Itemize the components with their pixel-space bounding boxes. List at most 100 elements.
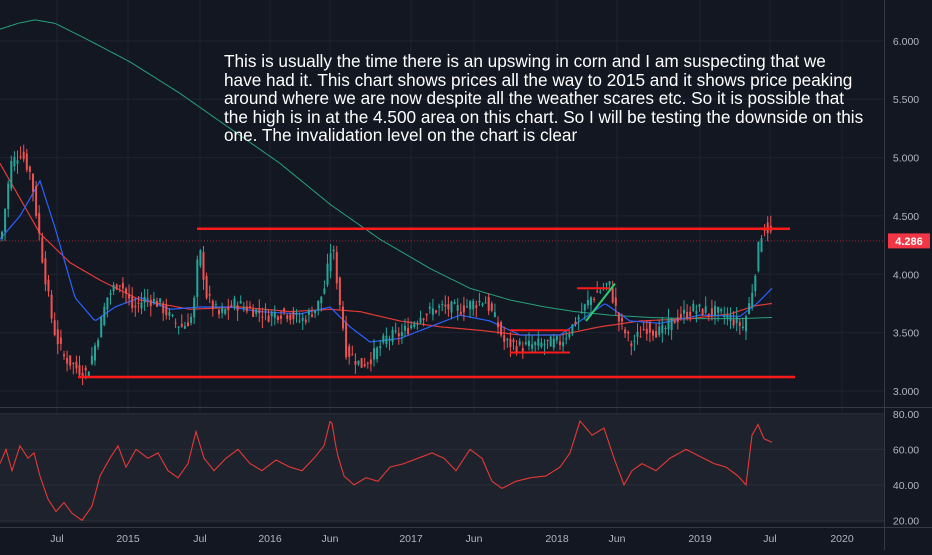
last-price-tag: 4.286 [888,233,930,249]
time-tick-label: 2015 [116,533,140,545]
candle-down-body [41,237,44,263]
candle-up-body [416,323,419,325]
candle-up-body [199,250,202,266]
candle-down-body [249,306,251,308]
candle-up-body [670,317,673,331]
candle-up-body [552,338,555,348]
candle-down-body [56,329,59,345]
candle-up-body [270,312,273,317]
candle-down-body [546,339,549,341]
candle-up-body [466,306,468,308]
candle-up-body [456,305,459,311]
candle-up-body [233,298,236,308]
candle-down-body [63,354,65,357]
candle-down-body [521,348,524,352]
candle-down-body [559,341,561,346]
candle-up-body [633,340,636,342]
candle-down-body [335,251,338,284]
candle-down-body [81,372,84,378]
candle-up-body [524,342,527,345]
candle-up-body [441,304,444,306]
candle-down-body [490,303,493,311]
drawn-trendlines[interactable] [510,283,616,354]
candle-up-body [506,338,509,341]
price-tick-label: 4.000 [893,269,919,281]
candle-down-body [252,309,255,317]
candle-down-body [348,346,351,358]
candle-down-body [459,311,462,315]
candle-down-body [360,358,363,368]
candle-down-body [407,328,410,335]
candle-up-body [106,297,109,310]
candle-up-body [698,304,701,307]
candle-down-body [689,311,692,316]
candle-down-body [59,337,62,344]
candle-up-body [720,309,723,312]
candle-up-body [16,160,19,164]
candle-down-body [701,309,704,316]
candle-up-body [221,308,224,313]
candle-up-body [140,302,143,309]
candle-down-body [165,304,168,316]
candle-down-body [72,362,75,365]
candle-down-body [205,276,208,299]
candle-down-body [304,319,307,323]
candle-down-body [32,173,34,192]
last-price-tag-value: 4.286 [895,236,923,248]
candle-up-body [193,297,196,318]
candle-down-body [509,338,512,347]
candle-down-body [69,355,72,366]
candle-up-body [329,253,332,272]
candle-up-body [264,309,267,311]
candle-down-body [624,329,627,334]
time-tick-label: Jul [50,533,63,545]
candle-down-body [444,304,447,307]
candle-down-body [115,284,118,290]
price-tick-label: 3.000 [893,386,919,398]
candle-up-body [413,323,416,327]
candle-down-body [648,322,651,333]
candle-down-body [211,300,214,310]
time-tick-label: 2020 [830,533,854,545]
candle-up-body [555,336,558,341]
candle-down-body [180,323,183,327]
time-tick-label: Jul [193,533,206,545]
horizontal-levels[interactable] [0,227,884,379]
candle-up-body [314,310,317,314]
candle-up-body [599,291,602,293]
candle-up-body [537,338,540,346]
candle-down-body [738,322,741,326]
candle-down-body [187,322,189,327]
candle-down-body [208,293,211,296]
time-tick-label: Jul [763,533,776,545]
oscillator-grid [0,413,884,521]
candle-up-body [431,308,434,315]
candle-up-body [683,309,685,314]
candle-up-body [376,347,379,360]
candle-down-body [611,288,614,303]
candle-down-body [149,299,152,307]
candle-up-body [1,231,3,239]
candle-down-body [512,339,515,343]
price-tick-label: 5.500 [893,94,919,106]
candle-up-body [323,288,326,294]
candle-up-body [531,344,534,349]
candle-down-body [354,361,357,365]
candle-up-body [379,346,382,349]
candle-down-body [289,314,292,321]
candle-down-body [25,153,28,170]
candle-up-body [571,324,574,334]
candle-up-body [518,341,521,345]
price-tick-label: 5.000 [893,153,919,165]
candle-up-body [478,300,481,303]
candle-down-body [121,282,124,289]
candle-up-body [760,238,763,252]
candle-up-body [97,340,100,347]
candle-down-body [621,317,623,322]
candle-down-body [676,317,679,323]
candle-down-body [245,306,248,312]
time-tick-label: 2016 [258,533,282,545]
candle-up-body [10,160,13,189]
